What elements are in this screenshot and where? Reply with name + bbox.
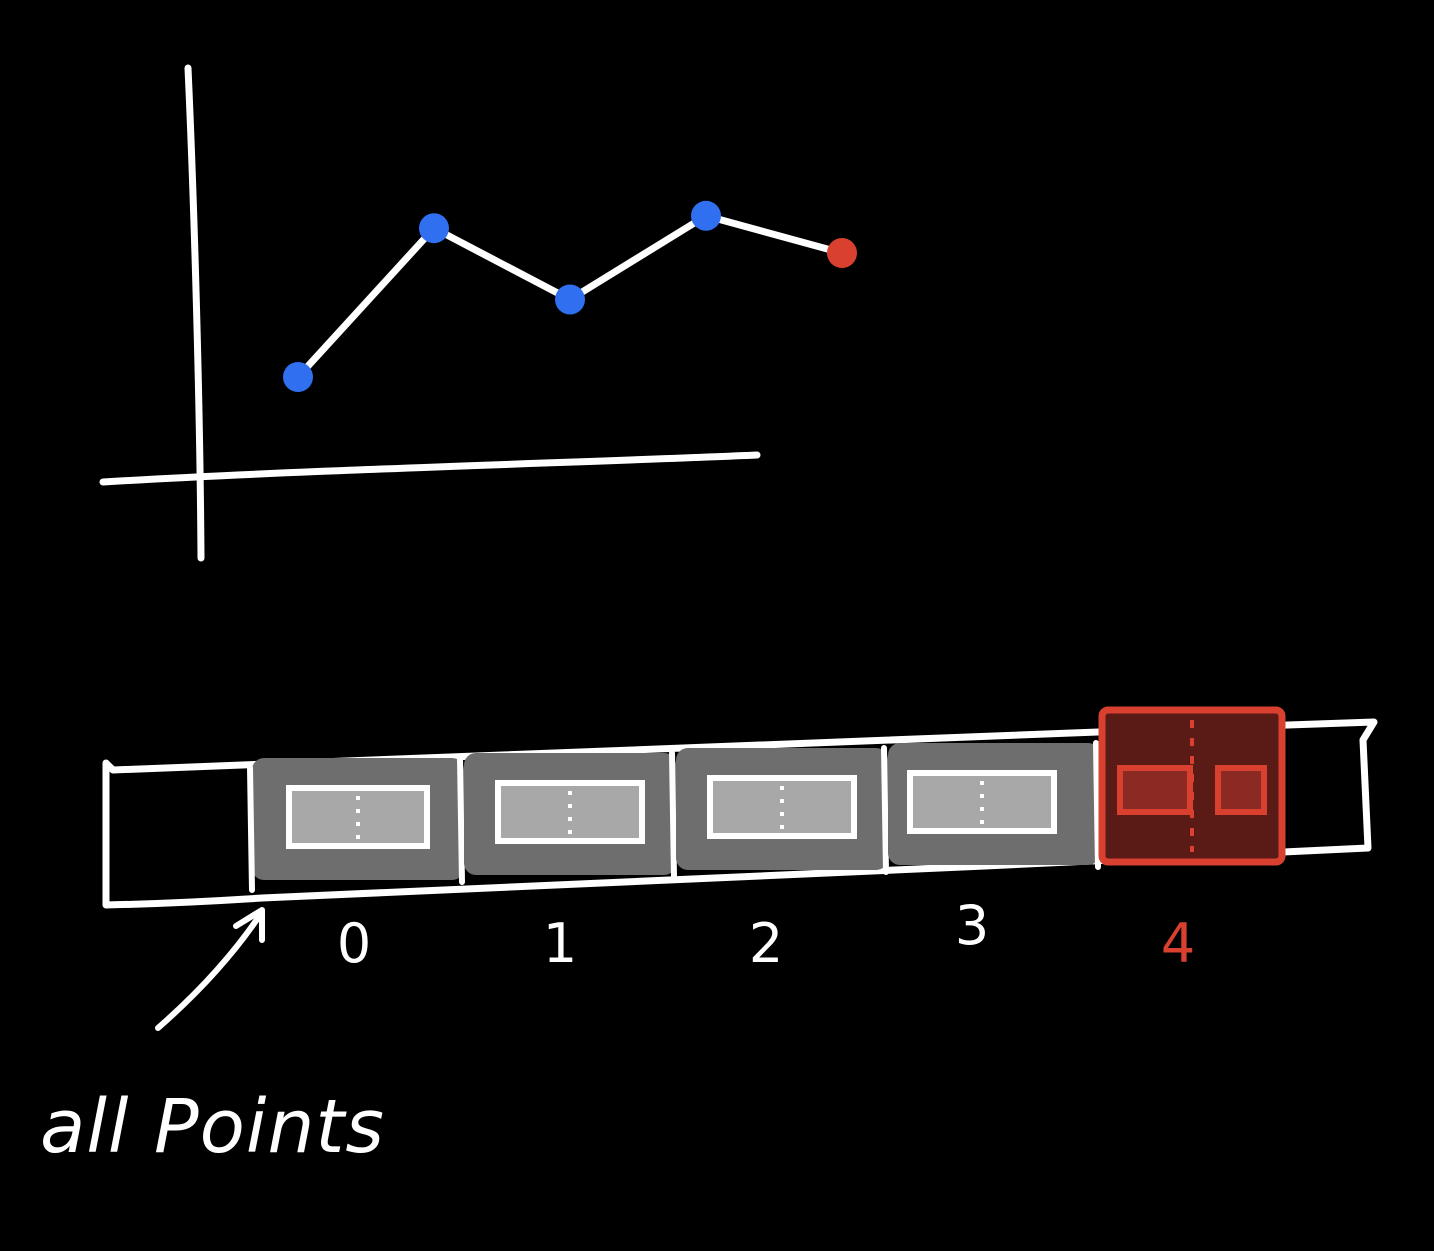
array-slot bbox=[464, 750, 677, 880]
array-slot bbox=[888, 740, 1101, 870]
slot-item-box bbox=[1117, 765, 1193, 815]
slot-separator bbox=[457, 755, 465, 885]
array-index-labels: 0 1 2 3 4 bbox=[337, 894, 1195, 975]
plot-point bbox=[419, 213, 449, 244]
plot-point bbox=[283, 362, 313, 392]
index-label: 3 bbox=[955, 894, 989, 957]
array-slot-highlighted bbox=[1098, 706, 1286, 866]
plot-axes bbox=[99, 64, 761, 562]
array-slot bbox=[676, 745, 889, 875]
index-label-highlighted: 4 bbox=[1161, 912, 1195, 975]
array-slot bbox=[247, 755, 465, 893]
pointer-arrow-head bbox=[233, 907, 265, 943]
index-label: 2 bbox=[749, 912, 783, 975]
plot-point bbox=[691, 200, 721, 231]
pointer-label: all Points bbox=[40, 1084, 385, 1170]
slot-item-box bbox=[1215, 765, 1267, 815]
slot-separator bbox=[669, 750, 677, 880]
array-slots bbox=[247, 706, 1286, 893]
x-axis bbox=[99, 451, 761, 486]
slot-separator bbox=[1093, 740, 1101, 870]
y-axis bbox=[184, 64, 205, 562]
pointer-arrow bbox=[155, 907, 265, 1031]
pointer-arrow-shaft bbox=[155, 909, 265, 1031]
plot-point bbox=[555, 284, 585, 315]
index-label: 1 bbox=[543, 912, 577, 975]
index-label: 0 bbox=[337, 912, 371, 975]
array-start-wall bbox=[247, 765, 255, 893]
plot-point-highlighted bbox=[827, 238, 857, 268]
plot-points bbox=[283, 200, 857, 392]
slot-separator bbox=[881, 745, 889, 875]
